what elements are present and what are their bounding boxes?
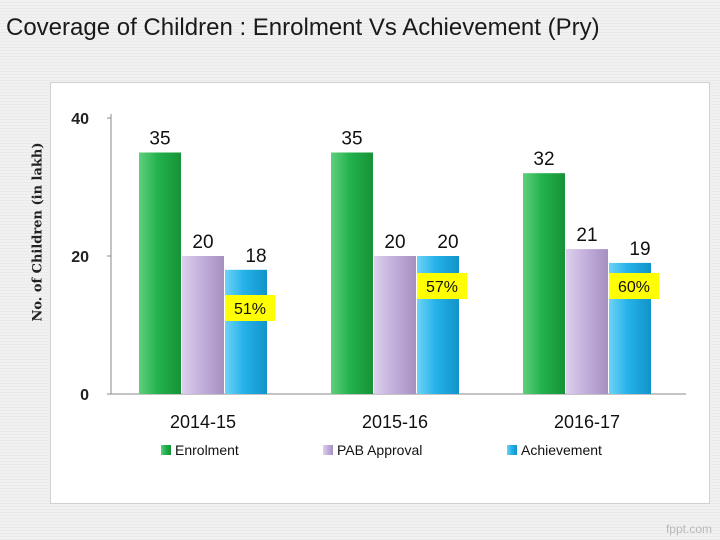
annotation-highlight (609, 273, 659, 299)
y-tick-label: 40 (71, 111, 89, 128)
data-label: 20 (437, 232, 458, 253)
legend-swatch (507, 445, 517, 455)
data-label: 20 (384, 232, 405, 253)
data-label: 18 (245, 246, 266, 267)
y-axis-label: No. of Children (in lakh) (30, 142, 46, 322)
bar-pab-approval (374, 256, 416, 394)
bar-pab-approval (182, 256, 224, 394)
x-category-label: 2014-15 (170, 412, 236, 432)
bar-enrolment (331, 152, 373, 394)
annotation-label: 51% (234, 301, 266, 318)
bar-enrolment (523, 173, 565, 394)
legend-swatch (323, 445, 333, 455)
data-label: 21 (576, 225, 597, 246)
y-tick-label: 0 (80, 387, 89, 404)
data-label: 32 (533, 149, 554, 170)
data-label: 20 (192, 232, 213, 253)
legend-swatch (161, 445, 171, 455)
x-category-label: 2016-17 (554, 412, 620, 432)
annotation-highlight (417, 273, 467, 299)
watermark: fppt.com (665, 522, 712, 536)
page-title: Coverage of Children : Enrolment Vs Achi… (6, 14, 600, 41)
y-tick-label: 20 (71, 249, 89, 266)
annotation-highlight (225, 295, 275, 321)
x-category-label: 2015-16 (362, 412, 428, 432)
data-label: 35 (149, 129, 170, 150)
bar-chart: 0 20 40 35 35 32 20 20 21 18 20 19 51% 57% 60% 2014-15 2… (71, 111, 686, 458)
data-label: 19 (629, 239, 650, 260)
bar-achievement (225, 269, 267, 394)
chart-area: 0 20 40 35 35 32 20 20 21 18 20 19 51% 57% 60% 2014-15 2… (50, 82, 710, 504)
bar-pab-approval (566, 249, 608, 394)
legend-label: Achievement (521, 442, 602, 458)
annotation-label: 60% (618, 279, 650, 296)
legend-label: Enrolment (175, 442, 239, 458)
data-label: 35 (341, 129, 362, 150)
bar-enrolment (139, 152, 181, 394)
legend-label: PAB Approval (337, 442, 422, 458)
annotation-label: 57% (426, 279, 458, 296)
